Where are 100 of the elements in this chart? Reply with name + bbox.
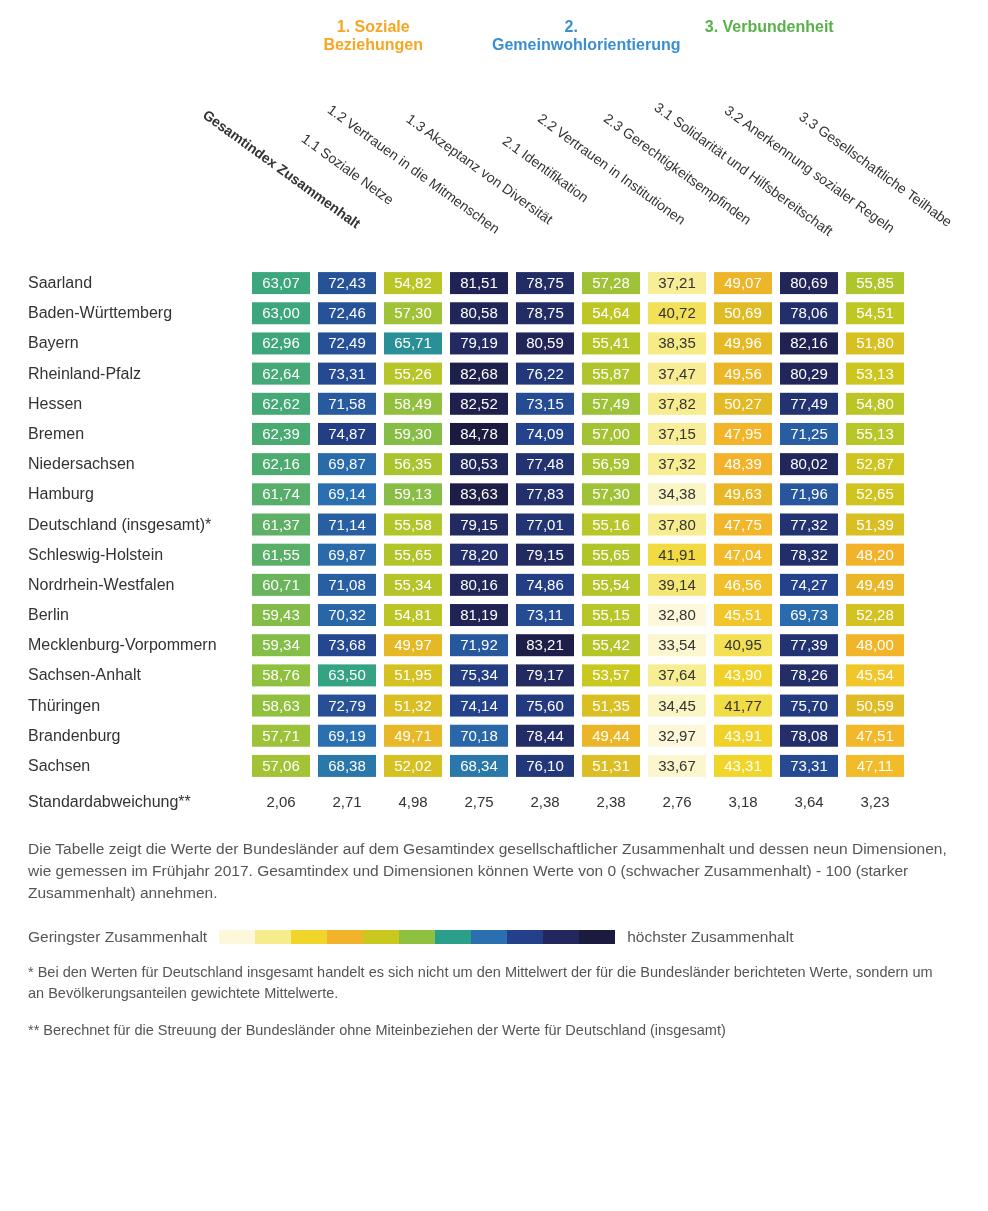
data-label: 78,32 bbox=[790, 545, 828, 563]
data-label: 41,77 bbox=[724, 696, 762, 714]
y-tick-label: Standardabweichung** bbox=[28, 793, 191, 810]
data-label: 83,63 bbox=[460, 485, 498, 503]
data-label: 53,57 bbox=[592, 666, 630, 684]
data-label: 79,15 bbox=[526, 545, 564, 563]
data-label: 78,08 bbox=[790, 726, 828, 744]
data-label: 69,14 bbox=[328, 485, 366, 503]
y-tick-label: Bremen bbox=[28, 424, 85, 442]
data-label: 45,51 bbox=[724, 606, 762, 624]
text: 3. Verbundenheit bbox=[703, 18, 835, 36]
data-label: 80,53 bbox=[460, 455, 498, 473]
data-label: 80,16 bbox=[460, 575, 498, 593]
data-label: 47,75 bbox=[724, 515, 762, 533]
data-label: 74,86 bbox=[526, 575, 564, 593]
data-label: 4,98 bbox=[398, 793, 428, 810]
data-label: 40,95 bbox=[724, 636, 762, 654]
data-label: 52,02 bbox=[394, 756, 432, 774]
data-label: 82,52 bbox=[460, 394, 498, 412]
data-label: 37,80 bbox=[658, 515, 696, 533]
data-label: 48,39 bbox=[724, 455, 762, 473]
data-label: 63,00 bbox=[262, 304, 300, 322]
data-label: 71,92 bbox=[460, 636, 498, 654]
data-label: 77,49 bbox=[790, 394, 828, 412]
data-label: 70,32 bbox=[328, 606, 366, 624]
data-label: 65,71 bbox=[394, 334, 432, 352]
data-label: 49,49 bbox=[856, 575, 894, 593]
data-label: 62,16 bbox=[262, 455, 300, 473]
data-label: 37,64 bbox=[658, 666, 696, 684]
data-label: 71,25 bbox=[790, 424, 828, 442]
data-label: 69,87 bbox=[328, 545, 366, 563]
data-label: 71,14 bbox=[328, 515, 366, 533]
data-label: 74,27 bbox=[790, 575, 828, 593]
data-label: 75,70 bbox=[790, 696, 828, 714]
text: ** Berechnet für die Streuung der Bundesländer ohne Miteinbeziehen der Werte für Deutschland (insgesamt) bbox=[27, 1021, 727, 1040]
data-label: 79,15 bbox=[460, 515, 498, 533]
data-label: 49,56 bbox=[724, 364, 762, 382]
data-label: 52,65 bbox=[856, 485, 894, 503]
data-label: 2,75 bbox=[464, 793, 494, 810]
data-label: 56,59 bbox=[592, 455, 630, 473]
data-label: 80,59 bbox=[526, 334, 564, 352]
data-label: 51,31 bbox=[592, 756, 630, 774]
data-label: 69,87 bbox=[328, 455, 366, 473]
data-label: 49,63 bbox=[724, 485, 762, 503]
data-label: 54,51 bbox=[856, 304, 894, 322]
y-tick-label: Nordrhein-Westfalen bbox=[28, 575, 175, 593]
data-label: 3,64 bbox=[794, 793, 824, 810]
data-label: 77,83 bbox=[526, 485, 564, 503]
data-label: 78,20 bbox=[460, 545, 498, 563]
y-tick-label: Deutschland (insgesamt)* bbox=[28, 515, 212, 533]
data-label: 71,96 bbox=[790, 485, 828, 503]
data-label: 55,85 bbox=[856, 274, 894, 292]
data-label: 38,35 bbox=[658, 334, 696, 352]
data-label: 77,01 bbox=[526, 515, 564, 533]
y-tick-label: Saarland bbox=[28, 274, 93, 292]
data-label: 54,64 bbox=[592, 304, 630, 322]
data-label: 77,48 bbox=[526, 455, 564, 473]
data-label: 74,87 bbox=[328, 424, 366, 442]
data-label: 73,31 bbox=[790, 756, 828, 774]
data-label: 55,42 bbox=[592, 636, 630, 654]
data-label: 50,69 bbox=[724, 304, 762, 322]
data-label: 79,17 bbox=[526, 666, 564, 684]
data-label: 59,13 bbox=[394, 485, 432, 503]
data-label: 57,06 bbox=[262, 756, 300, 774]
data-label: 79,19 bbox=[460, 334, 498, 352]
data-label: 80,69 bbox=[790, 274, 828, 292]
data-label: 47,51 bbox=[856, 726, 894, 744]
data-label: 55,15 bbox=[592, 606, 630, 624]
data-label: 34,38 bbox=[658, 485, 696, 503]
data-label: 51,35 bbox=[592, 696, 630, 714]
data-label: 84,78 bbox=[460, 424, 498, 442]
text: 1. Soziale Beziehungen bbox=[322, 18, 424, 54]
data-label: 2,38 bbox=[596, 793, 626, 810]
data-label: 57,71 bbox=[262, 726, 300, 744]
data-label: 75,60 bbox=[526, 696, 564, 714]
data-label: 72,43 bbox=[328, 274, 366, 292]
text: höchster Zusammenhalt bbox=[627, 928, 794, 946]
data-label: 43,90 bbox=[724, 666, 762, 684]
data-label: 37,21 bbox=[658, 274, 696, 292]
data-label: 55,87 bbox=[592, 364, 630, 382]
data-label: 77,39 bbox=[790, 636, 828, 654]
data-label: 47,11 bbox=[856, 756, 894, 774]
y-tick-label: Sachsen bbox=[28, 756, 91, 774]
text: 2. Gemeinwohlorientierung bbox=[492, 18, 681, 54]
data-label: 49,97 bbox=[394, 636, 432, 654]
data-label: 72,79 bbox=[328, 696, 366, 714]
data-label: 43,91 bbox=[724, 726, 762, 744]
data-label: 37,47 bbox=[658, 364, 696, 382]
data-label: 58,63 bbox=[262, 696, 300, 714]
y-tick-label: Niedersachsen bbox=[28, 455, 135, 473]
y-tick-label: Hessen bbox=[28, 394, 83, 412]
data-label: 48,20 bbox=[856, 545, 894, 563]
y-tick-label: Rheinland-Pfalz bbox=[28, 364, 141, 382]
data-label: 3,18 bbox=[728, 793, 758, 810]
data-label: 34,45 bbox=[658, 696, 696, 714]
data-label: 63,50 bbox=[328, 666, 366, 684]
data-label: 81,19 bbox=[460, 606, 498, 624]
data-label: 78,26 bbox=[790, 666, 828, 684]
data-label: 61,55 bbox=[262, 545, 300, 563]
data-label: 61,37 bbox=[262, 515, 300, 533]
